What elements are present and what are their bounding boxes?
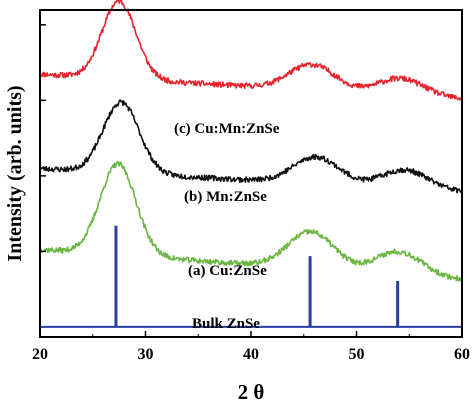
series-line-0 (39, 0, 463, 101)
series-label-3: Bulk ZnSe (192, 316, 260, 332)
bulk-znse-stick-1 (308, 256, 312, 327)
x-axis-label: 2 θ (238, 380, 265, 404)
bulk-znse-stick-2 (396, 281, 400, 327)
x-tick-label-0: 20 (32, 346, 48, 363)
series-label-layer: (c) Cu:Mn:ZnSe (b) Mn:ZnSe (a) Cu:ZnSe Bulk… (174, 121, 280, 332)
tick-layer: 20 30 40 50 60 (32, 24, 470, 363)
series-line-2 (39, 160, 463, 282)
x-tick-label-1: 30 (138, 346, 154, 363)
y-axis-label: Intensity (arb. units) (4, 85, 26, 261)
series-label-1: (b) Mn:ZnSe (184, 189, 267, 205)
x-tick-label-3: 50 (349, 346, 365, 363)
bulk-znse-stick-0 (114, 225, 118, 327)
x-tick-label-4: 60 (454, 346, 470, 363)
series-layer (39, 0, 463, 328)
x-tick-label-2: 40 (243, 346, 259, 363)
series-label-0: (c) Cu:Mn:ZnSe (174, 121, 280, 137)
series-line-1 (39, 99, 463, 194)
series-label-2: (a) Cu:ZnSe (188, 263, 267, 279)
